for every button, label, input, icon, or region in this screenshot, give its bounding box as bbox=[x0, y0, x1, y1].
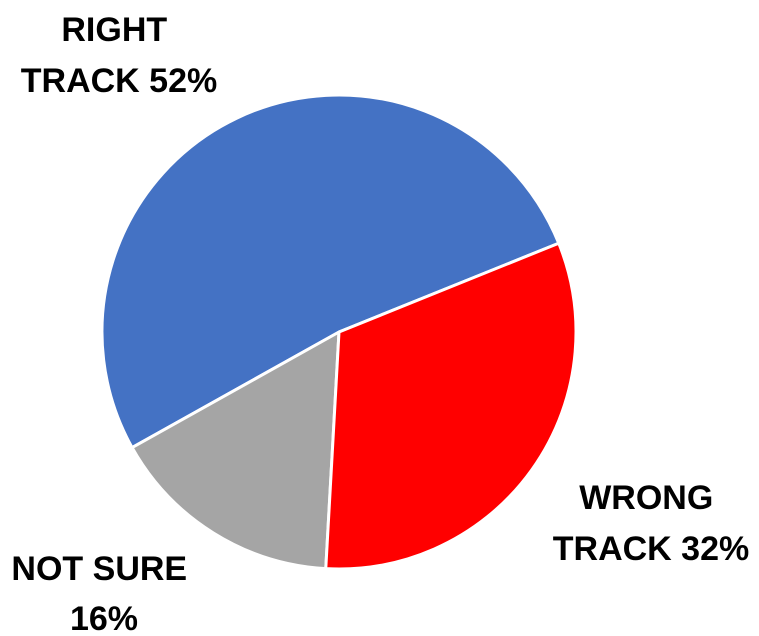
label-wrong-track: WRONG TRACK 32% bbox=[553, 479, 749, 568]
label-wrong-track-line2: TRACK 32% bbox=[553, 530, 749, 568]
label-not-sure-line2: 16% bbox=[70, 600, 138, 636]
label-not-sure-line1: NOT SURE bbox=[11, 550, 187, 588]
pie-slice-wrong-track bbox=[324, 241, 578, 571]
pie-slice-right-track bbox=[100, 93, 561, 450]
label-wrong-track-line1: WRONG bbox=[579, 479, 713, 517]
pie-slice-not-sure bbox=[130, 330, 341, 571]
label-right-track: RIGHT TRACK 52% bbox=[21, 11, 217, 100]
label-right-track-line1: RIGHT bbox=[61, 11, 167, 49]
label-right-track-line2: TRACK 52% bbox=[21, 62, 217, 100]
pie-slices bbox=[100, 93, 578, 571]
label-not-sure: NOT SURE 16% bbox=[11, 550, 196, 636]
